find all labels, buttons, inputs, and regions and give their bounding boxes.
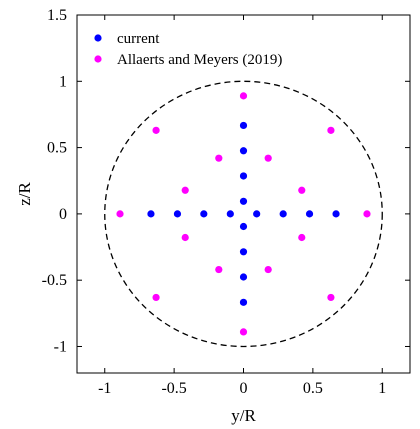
data-point-s0-2 bbox=[239, 172, 248, 180]
y-tick-label: -1 bbox=[54, 338, 67, 355]
data-point-s0-13 bbox=[279, 210, 287, 218]
data-point-s1-3 bbox=[363, 210, 371, 218]
data-point-s1-10 bbox=[215, 265, 223, 274]
data-point-s0-0 bbox=[239, 121, 248, 130]
data-point-s1-2 bbox=[116, 210, 124, 218]
legend-label-allaerts-meyers: Allaerts and Meyers (2019) bbox=[117, 52, 282, 68]
data-point-s0-6 bbox=[239, 273, 248, 281]
x-axis-label: y/R bbox=[231, 406, 256, 425]
y-tick-label: 1.5 bbox=[47, 7, 67, 24]
data-point-s0-15 bbox=[332, 210, 340, 218]
data-point-s1-9 bbox=[264, 154, 272, 162]
y-tick-label: 0.5 bbox=[47, 140, 67, 157]
x-tick-label: 0.5 bbox=[303, 380, 323, 397]
x-tick-label: 0 bbox=[240, 380, 248, 397]
data-point-s0-8 bbox=[147, 210, 155, 218]
data-point-s1-11 bbox=[264, 265, 272, 274]
data-point-s1-0 bbox=[239, 92, 248, 100]
data-point-s1-12 bbox=[181, 186, 189, 194]
data-point-s0-10 bbox=[200, 210, 208, 218]
data-point-s1-6 bbox=[152, 293, 160, 302]
legend: current Allaerts and Meyers (2019) bbox=[94, 31, 282, 68]
x-tick-label: -0.5 bbox=[161, 380, 186, 397]
reference-circle bbox=[104, 80, 383, 348]
legend-label-current: current bbox=[117, 31, 160, 47]
y-tick-label: -0.5 bbox=[42, 272, 67, 289]
data-point-s0-4 bbox=[239, 222, 248, 231]
axes-box bbox=[76, 14, 411, 374]
data-point-s1-7 bbox=[327, 293, 335, 302]
legend-marker-current bbox=[94, 34, 102, 42]
legend-marker-allaerts-meyers bbox=[94, 55, 102, 63]
data-point-s0-12 bbox=[253, 210, 261, 218]
y-axis-label: z/R bbox=[15, 182, 34, 206]
data-point-s0-7 bbox=[239, 298, 248, 306]
data-point-s1-1 bbox=[239, 328, 248, 336]
data-point-s1-4 bbox=[152, 126, 160, 134]
data-point-s0-5 bbox=[239, 248, 248, 256]
data-point-s1-5 bbox=[327, 126, 335, 134]
data-point-s1-15 bbox=[298, 233, 306, 242]
plot-area bbox=[104, 80, 383, 348]
y-tick-label: 0 bbox=[59, 206, 67, 223]
data-point-s0-1 bbox=[239, 147, 248, 155]
x-tick-label: 1 bbox=[378, 380, 386, 397]
data-point-s0-3 bbox=[239, 197, 248, 205]
axis-ticks: -1 -0.5 0 0.5 1 -1 -0.5 0 0.5 1 1.5 bbox=[42, 7, 410, 397]
data-point-s1-8 bbox=[215, 154, 223, 162]
x-tick-label: -1 bbox=[98, 380, 111, 397]
data-point-s0-11 bbox=[226, 210, 234, 218]
data-point-s1-14 bbox=[181, 233, 189, 242]
data-point-s0-9 bbox=[173, 210, 182, 218]
y-tick-label: 1 bbox=[59, 73, 67, 90]
data-point-s1-13 bbox=[298, 186, 306, 194]
data-point-s0-14 bbox=[305, 210, 314, 218]
